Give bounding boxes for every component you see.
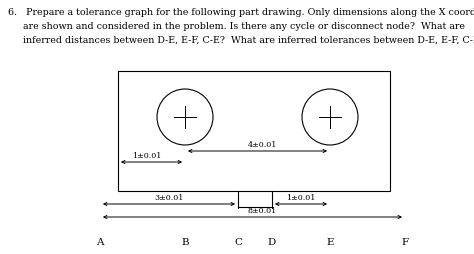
Circle shape bbox=[302, 90, 358, 146]
Text: are shown and considered in the problem. Is there any cycle or disconnect node? : are shown and considered in the problem.… bbox=[8, 22, 465, 31]
Text: 4±0.01: 4±0.01 bbox=[248, 140, 277, 148]
Text: A: A bbox=[96, 237, 104, 246]
Text: F: F bbox=[401, 237, 409, 246]
Text: 8±0.01: 8±0.01 bbox=[248, 206, 277, 214]
Text: E: E bbox=[326, 237, 334, 246]
Text: 3±0.01: 3±0.01 bbox=[155, 193, 184, 201]
Circle shape bbox=[157, 90, 213, 146]
Text: D: D bbox=[268, 237, 276, 246]
Text: inferred distances between D-E, E-F, C-E?  What are inferred tolerances between : inferred distances between D-E, E-F, C-E… bbox=[8, 36, 474, 45]
Bar bbox=[118, 72, 390, 191]
Text: C: C bbox=[234, 237, 242, 246]
Text: 1±0.01: 1±0.01 bbox=[286, 193, 316, 201]
Text: B: B bbox=[181, 237, 189, 246]
Text: 1±0.01: 1±0.01 bbox=[132, 151, 161, 159]
Text: 6.   Prepare a tolerance graph for the following part drawing. Only dimensions a: 6. Prepare a tolerance graph for the fol… bbox=[8, 8, 474, 17]
